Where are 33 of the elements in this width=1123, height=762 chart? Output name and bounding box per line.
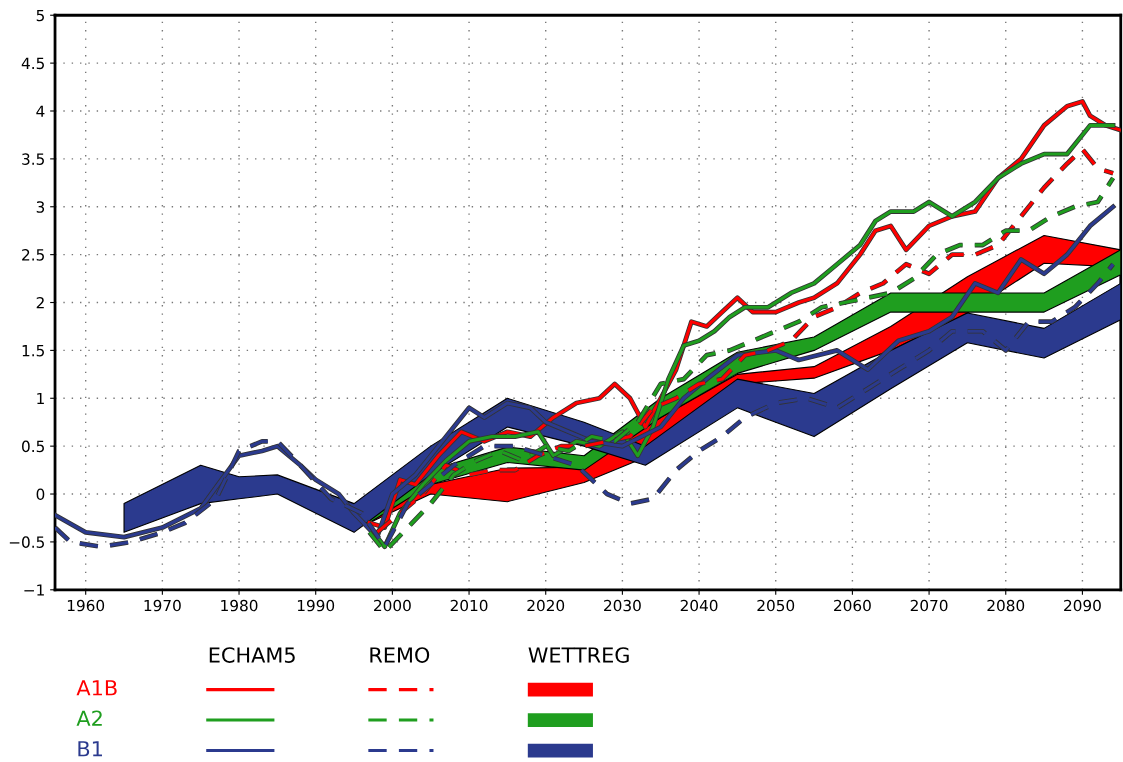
y-tick-label: 0.5 bbox=[22, 440, 44, 453]
x-tick-label: 2040 bbox=[680, 599, 718, 612]
y-tick-label: −1 bbox=[24, 584, 44, 596]
x-tick-label: 2000 bbox=[374, 599, 411, 612]
y-tick-label: −0.5 bbox=[9, 536, 44, 548]
text: A2 bbox=[76, 710, 102, 726]
y-tick-label: 4 bbox=[36, 105, 45, 117]
y-tick-label: 2.5 bbox=[22, 249, 44, 261]
x-tick-label: 1960 bbox=[67, 599, 105, 612]
text: A1B bbox=[76, 680, 117, 696]
x-tick-label: 2020 bbox=[527, 599, 565, 612]
text: REMO bbox=[370, 647, 430, 663]
x-tick-label: 2050 bbox=[757, 599, 795, 612]
y-tick-label: 2 bbox=[36, 296, 44, 309]
x-tick-label: 2060 bbox=[834, 599, 871, 612]
x-tick-label: 2080 bbox=[987, 599, 1025, 612]
text: ECHAM5 bbox=[209, 647, 295, 663]
x-tick-label: 2090 bbox=[1064, 599, 1101, 612]
y-tick-label: 0 bbox=[36, 488, 45, 501]
y-tick-label: 3 bbox=[36, 201, 45, 213]
x-tick-label: 1990 bbox=[297, 599, 335, 612]
x-tick-label: 2070 bbox=[910, 599, 948, 612]
y-tick-label: 5 bbox=[36, 9, 44, 22]
y-tick-label: 1 bbox=[37, 392, 44, 405]
text: WETTREG bbox=[528, 647, 629, 663]
x-tick-label: 2030 bbox=[604, 599, 641, 612]
x-tick-label: 1980 bbox=[221, 599, 258, 612]
y-tick-label: 3.5 bbox=[22, 153, 44, 165]
y-tick-label: 1.5 bbox=[22, 345, 44, 357]
y-tick-label: 4.5 bbox=[21, 57, 44, 70]
text: B1 bbox=[78, 741, 102, 757]
x-tick-label: 1970 bbox=[144, 599, 181, 612]
x-tick-label: 2010 bbox=[450, 599, 488, 612]
